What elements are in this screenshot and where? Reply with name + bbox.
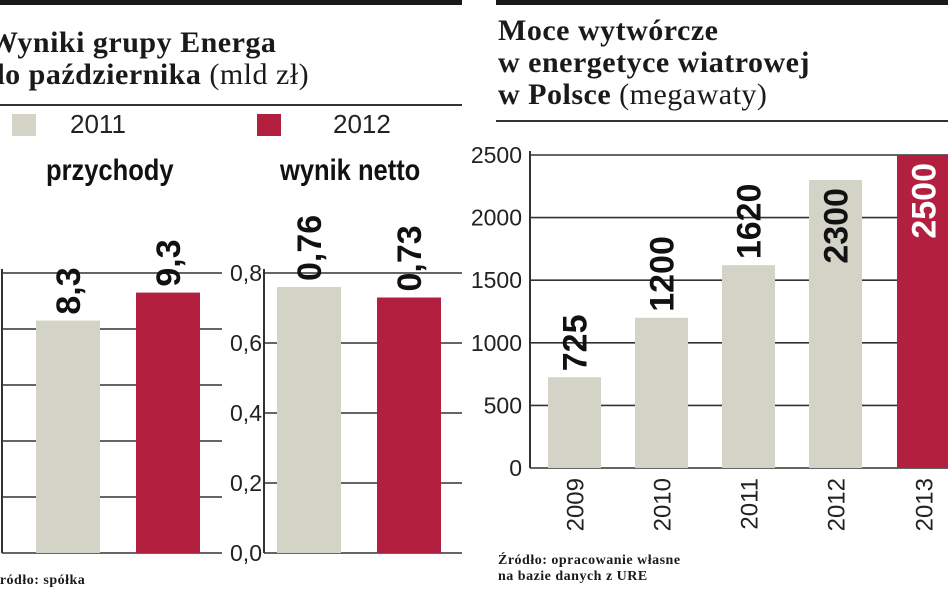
right-source-line1: Źródło: opracowanie własne [498,553,681,568]
left-title-line1: Wyniki grupy Energa [0,26,277,59]
right-title-unit: (megawaty) [619,78,768,111]
wiatr-xtick-label-2012: 2012 [824,478,851,531]
wiatr-xtick-label-2009: 2009 [563,478,590,531]
legend-label-2012: 2012 [333,109,391,139]
left-title-rule [0,104,462,106]
wiatr-bar-2013 [897,155,948,468]
legend-swatch-2012 [257,114,281,136]
right-title-line2: w energetyce wiatrowej [498,46,810,79]
wiatr-xtick-label-2011: 2011 [737,478,764,530]
right-title-line1: Moce wytwórcze [498,14,719,47]
przychody-bar-2012 [136,292,200,553]
wynik-netto-bar-2012 [377,297,441,553]
wiatr-ytick-label: 1500 [471,267,522,293]
wiatr-bar-2009 [548,377,601,468]
left-title-main: do października [0,58,202,91]
wiatr-ytick-label: 0 [509,455,522,481]
wynik-netto-ytick-label: 0,0 [230,540,262,566]
wiatr-value-label-2009: 725 [557,314,595,371]
wiatr-value-label-2010: 1200 [644,236,682,312]
wiatr-value-label-2011: 1620 [731,184,769,260]
wynik-netto-value-label-2011: 0,76 [291,215,329,281]
wiatr-bar-2012 [809,180,862,469]
wiatr-xtick-label-2013: 2013 [912,478,939,531]
wiatr-xtick-label-2010: 2010 [650,478,677,531]
przychody-value-label-2011: 8,3 [50,267,88,314]
przychody-bar-2011 [36,320,100,553]
chart-title-przychody: przychody [46,154,174,187]
chart-title-wynik-netto: wynik netto [280,154,421,187]
wiatr-bar-2011 [722,265,775,468]
legend-label-2011: 2011 [70,109,126,139]
wiatr-ytick-label: 500 [484,392,522,418]
wiatr-value-label-2012: 2300 [818,188,856,264]
right-top-rule [496,0,948,5]
right-title-rule [496,120,948,122]
wynik-netto-ytick-label: 0,6 [230,330,262,356]
legend-swatch-2011 [12,114,36,136]
wynik-netto-ytick-label: 0,4 [230,400,262,426]
wiatr-ytick-label: 2000 [471,205,522,231]
right-title-line3: w Polsce (megawaty) [498,78,767,111]
left-title-unit: (mld zł) [209,58,310,91]
wynik-netto-value-label-2012: 0,73 [391,225,429,291]
left-title-line2: do października (mld zł) [0,58,309,91]
wynik-netto-ytick-label: 0,8 [230,260,262,286]
left-source: Źródło: spółka [0,573,86,588]
wynik-netto-bar-2011 [277,287,341,553]
przychody-value-label-2012: 9,3 [150,239,188,286]
right-source-line2: na bazie danych z URE [498,569,648,584]
wiatr-ytick-label: 2500 [471,142,522,168]
wiatr-bar-2010 [635,317,688,468]
right-title-main: w Polsce [498,78,612,111]
wynik-netto-ytick-label: 0,2 [230,470,262,496]
wiatr-value-label-2013: 2500 [906,163,944,239]
left-top-rule [0,0,462,5]
wiatr-ytick-label: 1000 [471,330,522,356]
